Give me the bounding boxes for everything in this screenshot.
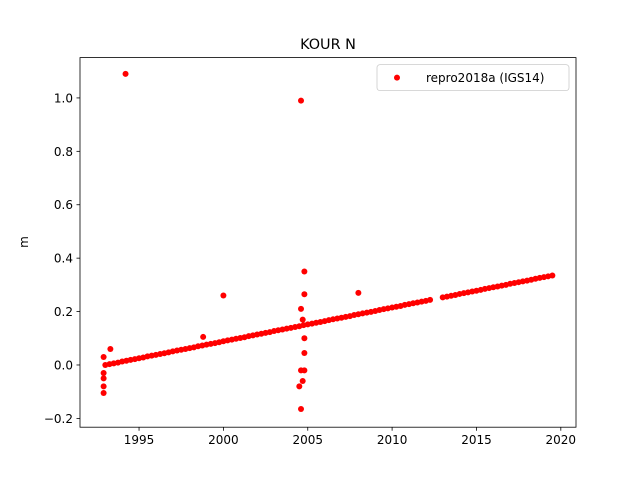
y-axis-label: m xyxy=(17,236,31,248)
y-tick-label: 0.0 xyxy=(54,358,73,372)
data-point xyxy=(200,333,207,340)
x-tick-label: 2000 xyxy=(208,433,239,447)
data-point xyxy=(298,406,305,413)
y-tick-label: 0.6 xyxy=(54,198,73,212)
data-point xyxy=(427,296,434,303)
data-point xyxy=(220,292,227,299)
data-point xyxy=(100,375,107,382)
data-point xyxy=(100,390,107,397)
data-point xyxy=(299,316,306,323)
data-point xyxy=(296,383,303,390)
data-point xyxy=(301,335,308,342)
data-point xyxy=(299,378,306,384)
data-point xyxy=(298,97,305,104)
y-tick-label: 0.4 xyxy=(54,252,73,266)
legend-label: repro2018a (IGS14) xyxy=(426,71,544,85)
y-tick-label: 1.0 xyxy=(54,91,73,105)
data-point xyxy=(301,291,308,298)
y-tick-label: 0.2 xyxy=(54,305,73,319)
legend-box xyxy=(376,64,570,91)
data-point xyxy=(549,272,556,279)
data-point xyxy=(301,367,308,374)
x-tick-label: 2010 xyxy=(377,433,408,447)
data-point xyxy=(122,70,129,77)
chart-title: KOUR N xyxy=(300,37,356,53)
x-tick-label: 1995 xyxy=(124,433,155,447)
x-tick-label: 2020 xyxy=(546,433,577,447)
y-tick-label: −0.2 xyxy=(44,412,73,426)
x-tick-label: 2005 xyxy=(292,433,323,447)
x-tick-label: 2015 xyxy=(461,433,492,447)
data-point xyxy=(301,268,308,275)
data-point xyxy=(355,289,362,296)
data-point xyxy=(100,369,107,376)
data-point xyxy=(100,383,107,390)
data-point xyxy=(107,345,114,352)
data-point xyxy=(301,349,308,356)
data-point xyxy=(298,305,305,312)
legend-marker xyxy=(394,74,400,81)
y-tick-label: 0.8 xyxy=(54,145,73,159)
plot-frame xyxy=(79,57,577,428)
data-point xyxy=(100,353,107,360)
